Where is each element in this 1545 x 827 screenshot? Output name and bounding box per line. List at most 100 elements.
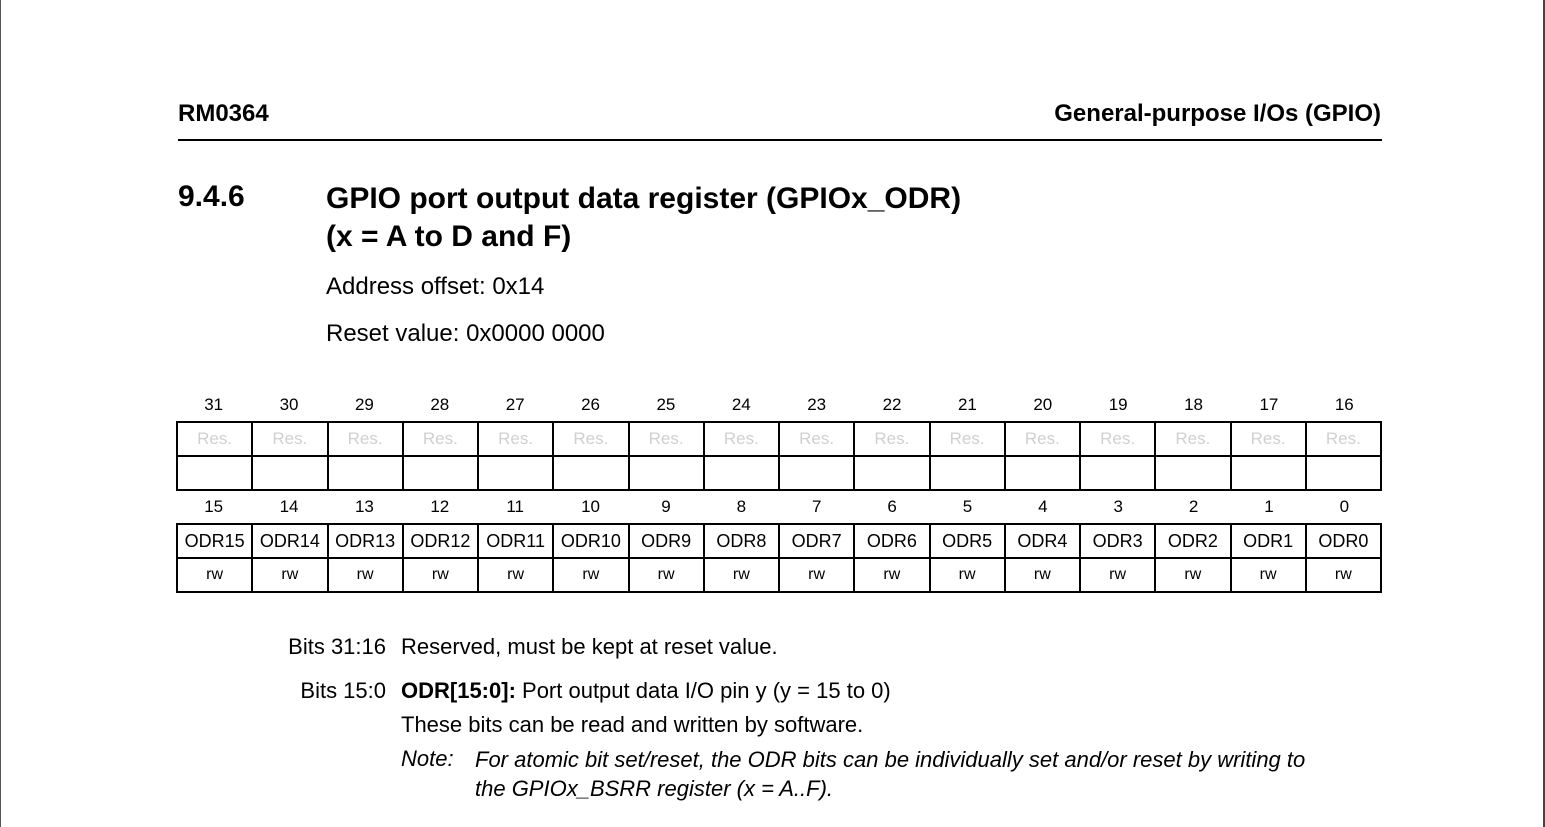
- note-line2: the GPIOx_BSRR register (x = A..F).: [475, 776, 834, 801]
- bit-number: 3: [1113, 497, 1123, 516]
- odr-field-cell: ODR1: [1232, 525, 1307, 557]
- access-cell: [705, 457, 780, 489]
- reserved-field-cell: Res.: [1156, 423, 1232, 455]
- bit-number: 8: [736, 497, 747, 516]
- address-offset: Address offset: 0x14: [326, 273, 545, 300]
- odr-field-cell: ODR11: [479, 525, 555, 557]
- reserved-field-cell: Res.: [630, 423, 705, 455]
- reserved-field-cell: Res.: [404, 423, 479, 455]
- bit-number: 27: [505, 395, 525, 414]
- odr-field-cell: ODR2: [1156, 525, 1232, 557]
- page-right-edge: [1543, 0, 1545, 827]
- bit-number: 19: [1108, 395, 1128, 414]
- bit-number: 10: [581, 497, 601, 516]
- access-cell: rw: [1156, 559, 1232, 591]
- bit-number: 31: [204, 395, 224, 414]
- access-cell: [1006, 457, 1081, 489]
- bit-number: 24: [731, 395, 751, 414]
- reserved-field-cell: Res.: [1081, 423, 1157, 455]
- access-cell: rw: [705, 559, 780, 591]
- access-cell: [178, 457, 254, 489]
- document-id: RM0364: [178, 100, 269, 127]
- access-cell: [1081, 457, 1157, 489]
- access-cell: [1232, 457, 1307, 489]
- bit-number: 30: [279, 395, 299, 414]
- access-cell: rw: [1307, 559, 1382, 591]
- odr-field-cell: ODR8: [705, 525, 780, 557]
- odr-field-cell: ODR4: [1006, 525, 1081, 557]
- bit-number: 17: [1259, 395, 1279, 414]
- reserved-field-cell: Res.: [1307, 423, 1382, 455]
- note-line1: For atomic bit set/reset, the ODR bits c…: [475, 747, 1306, 772]
- odr-field-name: ODR[15:0]:: [401, 678, 516, 703]
- odr-field-cell: ODR5: [931, 525, 1006, 557]
- bit-number: 12: [430, 497, 450, 516]
- register-upper-half: 31 30 29 28 27 26 25 24 23 22 21 20 19 18 17 16 Res. Res…: [176, 389, 1382, 491]
- access-cell: rw: [855, 559, 931, 591]
- bit-number: 5: [962, 497, 973, 516]
- reserved-field-cell: Res.: [855, 423, 931, 455]
- bits-15-0-description: ODR[15:0]: Port output data I/O pin y (y…: [401, 678, 891, 704]
- bit-number: 15: [204, 497, 224, 516]
- section-number: 9.4.6: [178, 180, 245, 213]
- bit-number: 1: [1264, 497, 1274, 516]
- bit-number: 29: [354, 395, 374, 414]
- upper-field-row: Res. Res. Res. Res. Res. Res. Res. Res. Res. Res.…: [176, 421, 1382, 457]
- access-cell: [630, 457, 705, 489]
- odr-field-text: Port output data I/O pin y (y = 15 to 0): [515, 678, 891, 703]
- lower-bit-numbers: 15 14 13 12 11 10 9 8 7 6 5 4 3 2 1 0: [176, 491, 1382, 523]
- access-cell: [404, 457, 479, 489]
- reserved-field-cell: Res.: [178, 423, 254, 455]
- note-text: For atomic bit set/reset, the ODR bits c…: [475, 745, 1375, 803]
- odr-field-cell: ODR14: [253, 525, 329, 557]
- access-cell: rw: [1081, 559, 1157, 591]
- reserved-field-cell: Res.: [780, 423, 856, 455]
- access-cell: rw: [1232, 559, 1307, 591]
- section-title-line2: (x = A to D and F): [326, 220, 572, 253]
- upper-bit-numbers: 31 30 29 28 27 26 25 24 23 22 21 20 19 18 17 16: [176, 389, 1382, 421]
- access-cell: [329, 457, 404, 489]
- odr-field-cell: ODR10: [554, 525, 630, 557]
- odr-field-cell: ODR15: [178, 525, 254, 557]
- reserved-field-cell: Res.: [705, 423, 780, 455]
- bit-number: 6: [887, 497, 897, 516]
- reserved-field-cell: Res.: [931, 423, 1006, 455]
- access-cell: [554, 457, 630, 489]
- reserved-field-cell: Res.: [329, 423, 404, 455]
- bit-number: 16: [1334, 395, 1354, 414]
- reserved-field-cell: Res.: [479, 423, 555, 455]
- register-lower-half: 15 14 13 12 11 10 9 8 7 6 5 4 3 2 1 0 ODR15 ODR14 ODR13 OD…: [176, 491, 1382, 593]
- bit-number: 23: [807, 395, 827, 414]
- bit-number: 14: [279, 497, 299, 516]
- reserved-field-cell: Res.: [554, 423, 630, 455]
- bit-number: 26: [581, 395, 601, 414]
- access-cell: [1307, 457, 1382, 489]
- section-title: GPIO port output data register (GPIOx_OD…: [326, 180, 961, 256]
- bits-15-0-label: Bits 15:0: [300, 678, 386, 703]
- bit-number: 22: [882, 395, 902, 414]
- access-cell: [780, 457, 856, 489]
- bit-number: 11: [506, 497, 525, 516]
- upper-access-row: [176, 457, 1382, 491]
- bit-number: 13: [354, 497, 374, 516]
- access-cell: rw: [329, 559, 404, 591]
- lower-field-row: ODR15 ODR14 ODR13 ODR12 ODR11 ODR10 ODR9 ODR8 OD…: [176, 523, 1382, 559]
- note-label: Note:: [401, 746, 454, 771]
- bit-number: 9: [661, 497, 671, 516]
- access-cell: rw: [479, 559, 555, 591]
- bit-number: 25: [656, 395, 676, 414]
- odr-field-cell: ODR3: [1081, 525, 1157, 557]
- access-cell: [479, 457, 555, 489]
- reset-value: Reset value: 0x0000 0000: [326, 320, 605, 347]
- bit-number: 21: [957, 395, 977, 414]
- bit-number: 4: [1038, 497, 1048, 516]
- odr-field-cell: ODR13: [329, 525, 404, 557]
- odr-field-cell: ODR9: [630, 525, 705, 557]
- bits-31-16-label: Bits 31:16: [288, 634, 386, 659]
- access-cell: [931, 457, 1006, 489]
- access-cell: [855, 457, 931, 489]
- bits-15-0-rw-note: These bits can be read and written by so…: [401, 712, 864, 737]
- header-rule: [178, 139, 1382, 141]
- access-cell: [1156, 457, 1232, 489]
- odr-field-cell: ODR6: [855, 525, 931, 557]
